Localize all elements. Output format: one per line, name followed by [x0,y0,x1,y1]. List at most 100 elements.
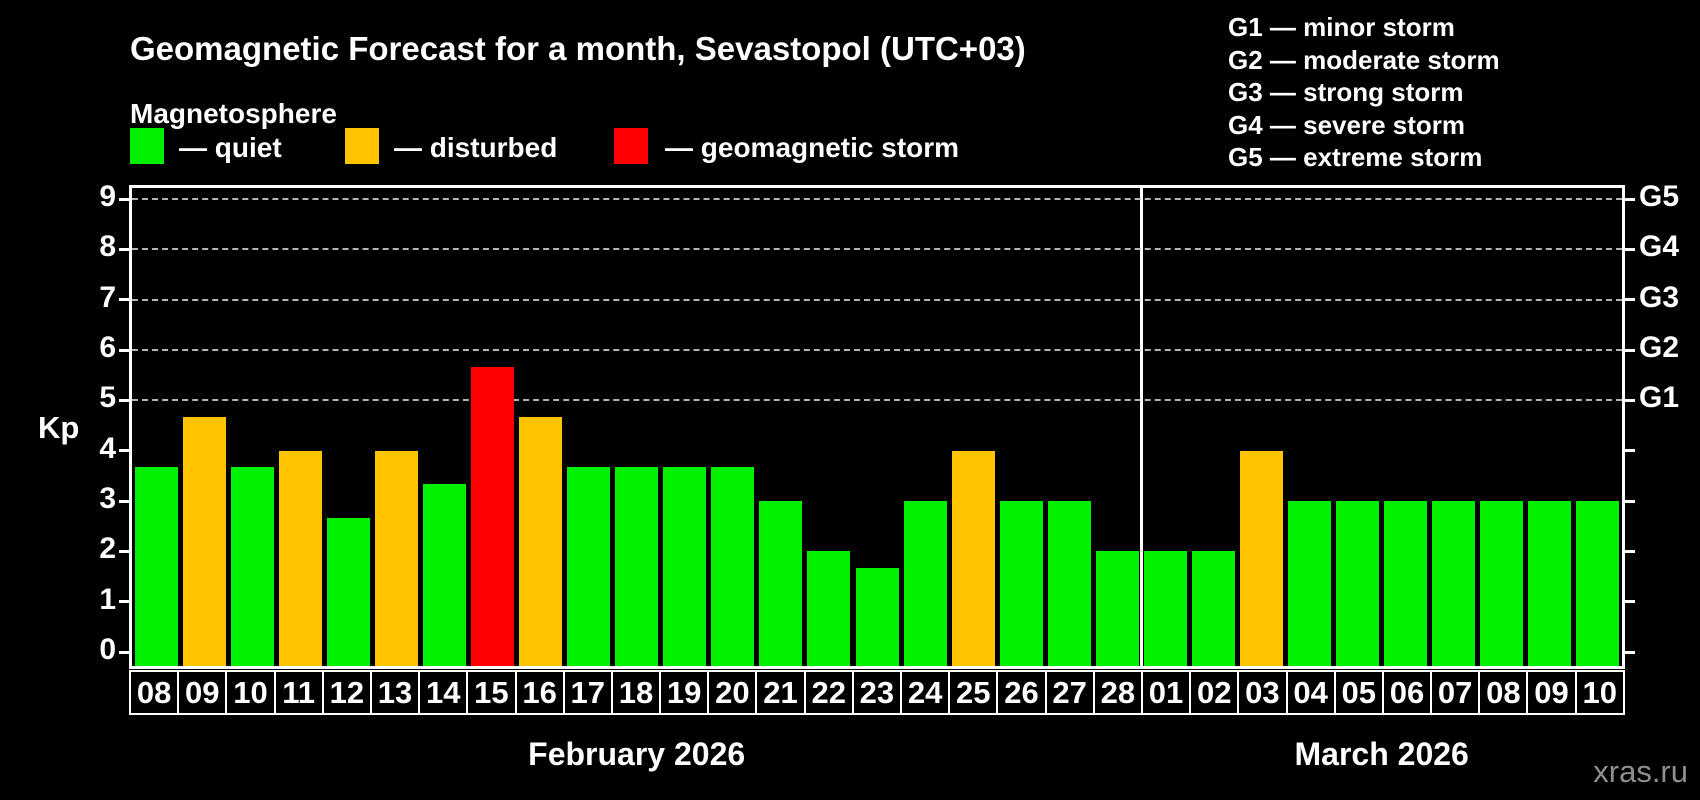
date-cell-feb-22: 22 [803,670,854,715]
date-cell-feb-17: 17 [562,670,613,715]
date-cell-mar-09: 09 [1526,670,1577,715]
legend-disturbed-label: — disturbed [394,132,558,163]
kp-bar-feb-21 [759,501,803,666]
date-cell-feb-27: 27 [1044,670,1095,715]
date-cell-mar-05: 05 [1333,670,1384,715]
legend-disturbed-swatch [345,128,379,164]
date-cell-mar-06: 06 [1381,670,1433,715]
subtitle-magnetosphere: Magnetosphere [130,98,337,129]
y-tick-right-1 [1625,600,1635,604]
kp-bar-feb-15 [470,366,514,666]
kp-bar-feb-17 [567,467,611,666]
y-tick-left-6 [119,348,129,352]
g-level-label-G3: G3 [1639,280,1680,314]
y-tick-right-4 [1625,449,1635,453]
date-cell-feb-15: 15 [466,670,517,715]
kp-bar-feb-08 [134,467,178,666]
date-cell-feb-26: 26 [996,670,1047,715]
legend-quiet-label: — quiet [179,132,282,163]
date-cell-feb-25: 25 [948,670,999,715]
date-cell-mar-07: 07 [1430,670,1481,715]
g-level-label-G2: G2 [1639,331,1680,365]
gridline-kp9 [132,198,1622,201]
kp-bar-feb-14 [422,484,466,666]
date-cell-mar-08: 08 [1478,670,1529,715]
date-cell-mar-01: 01 [1140,670,1192,715]
storm-scale-item: G4 — severe storm [1228,109,1466,140]
y-tick-right-3 [1625,499,1635,503]
y-tick-left-7 [119,298,129,302]
gridline-kp6 [132,349,1622,352]
kp-bar-mar-01 [1143,551,1187,666]
date-cell-feb-20: 20 [707,670,758,715]
kp-bar-mar-06 [1384,501,1428,666]
y-tick-right-7 [1625,298,1635,302]
y-tick-right-0 [1625,650,1635,654]
kp-bar-feb-26 [999,501,1043,666]
y-tick-label-6: 6 [99,331,116,365]
y-tick-label-3: 3 [99,482,116,515]
y-tick-label-2: 2 [99,532,116,566]
storm-scale-legend: G1 — minor storm G2 — moderate storm G3 — … [1228,11,1500,174]
y-tick-left-5 [119,398,129,402]
g-level-label-G1: G1 [1639,381,1680,415]
y-tick-right-2 [1625,549,1635,553]
y-tick-left-9 [119,197,129,201]
date-cell-feb-21: 21 [755,670,806,715]
kp-bar-feb-09 [182,416,226,666]
kp-bar-mar-08 [1480,501,1524,666]
date-cell-mar-03: 03 [1237,670,1288,715]
kp-bar-feb-22 [807,551,851,666]
y-tick-right-5 [1625,398,1635,402]
chart-plot-area [129,185,1625,669]
y-tick-left-2 [119,549,129,553]
legend-quiet-swatch [130,128,164,164]
y-tick-label-0: 0 [99,633,116,666]
kp-bar-feb-18 [615,467,659,666]
date-cell-feb-08: 08 [129,670,180,715]
month-label-february: February 2026 [528,736,746,772]
y-tick-left-4 [119,449,129,453]
storm-scale-item: G2 — moderate storm [1228,44,1500,75]
kp-bar-feb-12 [326,517,370,666]
kp-bar-mar-10 [1576,501,1620,666]
y-tick-label-1: 1 [99,582,116,616]
gridline-kp5 [132,399,1622,402]
kp-bar-mar-04 [1288,501,1332,666]
date-cell-feb-09: 09 [177,670,228,715]
y-tick-right-9 [1625,197,1635,201]
storm-scale-item: G3 — strong storm [1228,77,1464,107]
date-cell-mar-04: 04 [1285,670,1336,715]
gridline-kp7 [132,298,1622,301]
kp-bar-feb-10 [230,467,274,666]
date-cell-feb-14: 14 [418,670,469,715]
kp-bar-feb-19 [663,467,707,666]
y-tick-left-0 [119,650,129,654]
g-level-label-G5: G5 [1639,180,1680,214]
date-cell-feb-11: 11 [273,670,324,715]
page-title: Geomagnetic Forecast for a month, Sevast… [130,30,1026,67]
kp-bar-mar-05 [1336,501,1380,666]
date-cell-feb-16: 16 [514,670,565,715]
y-tick-label-8: 8 [99,230,116,264]
date-cell-feb-10: 10 [225,670,276,715]
date-cell-feb-18: 18 [610,670,662,715]
date-cell-mar-10: 10 [1574,670,1625,715]
date-cell-feb-23: 23 [851,670,902,715]
date-cell-feb-19: 19 [659,670,710,715]
kp-bar-feb-23 [855,567,899,666]
kp-bar-mar-03 [1240,450,1284,666]
date-cell-feb-28: 28 [1092,670,1143,715]
kp-bar-feb-13 [374,450,418,666]
legend-storm-label: — geomagnetic storm [665,132,960,163]
kp-bar-feb-27 [1047,501,1091,666]
y-tick-label-5: 5 [99,381,116,415]
kp-bar-feb-25 [951,450,995,666]
y-tick-left-1 [119,600,129,604]
y-tick-right-8 [1625,247,1635,251]
y-tick-right-6 [1625,348,1635,352]
date-cell-feb-24: 24 [900,670,951,715]
gridline-kp8 [132,248,1622,251]
y-tick-left-8 [119,247,129,251]
